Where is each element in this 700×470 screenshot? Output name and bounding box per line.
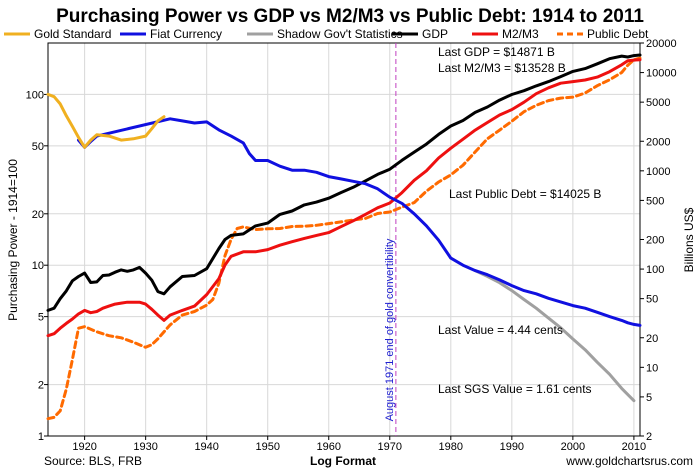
y-right-tick-label: 2000 <box>646 136 670 148</box>
x-tick-label: 2000 <box>561 441 585 453</box>
legend-label: Shadow Gov't Statistics <box>277 27 403 41</box>
annotation-label: Last Value = 4.44 cents <box>438 323 563 337</box>
chart-title: Purchasing Power vs GDP vs M2/M3 vs Publ… <box>56 6 644 27</box>
y-right-tick-label: 20000 <box>646 38 677 50</box>
legend-label: Fiat Currency <box>150 27 222 41</box>
x-axis-title: Log Format <box>310 454 376 468</box>
y-left-tick-label: 10 <box>32 260 44 272</box>
y-right-tick-label: 200 <box>646 235 664 247</box>
series-line-fiat-currency <box>77 117 642 327</box>
series-lines <box>46 53 642 421</box>
y-right-tick-label: 10000 <box>646 68 677 80</box>
legend-label: Gold Standard <box>34 27 111 41</box>
annotations: Last GDP = $14871 B Last M2/M3 = $13528 B… <box>438 45 601 396</box>
x-tick-label: 1980 <box>439 441 463 453</box>
y-left-tick-label: 20 <box>32 209 44 221</box>
y-right-tick-label: 500 <box>646 195 664 207</box>
legend-label: Public Debt <box>587 27 649 41</box>
x-tick-label: 1930 <box>133 441 157 453</box>
annotation-label: Last M2/M3 = $13528 B <box>438 61 566 75</box>
y-left-tick-label: 50 <box>32 141 44 153</box>
y-right-tick-label: 5000 <box>646 97 670 109</box>
y-axis-left-title: Purchasing Power - 1914=100 <box>6 159 20 321</box>
y-left-tick-label: 5 <box>38 312 44 324</box>
y-right-tick-label: 20 <box>646 333 658 345</box>
x-tick-label: 1950 <box>255 441 279 453</box>
legend-label: GDP <box>422 27 448 41</box>
y-axis-right-title: Billions US$ <box>682 207 696 272</box>
x-tick-label: 1920 <box>72 441 96 453</box>
gold-convertibility-marker: August 1971 end of gold convertibility <box>384 43 397 436</box>
legend-label: M2/M3 <box>502 27 539 41</box>
annotation-label: Last Public Debt = $14025 B <box>449 187 601 201</box>
site-credit: www.goldchartsrus.com <box>565 454 693 468</box>
legend: Gold Standard Fiat Currency Shadow Gov't S… <box>4 27 649 41</box>
series-line-public-debt <box>46 56 642 421</box>
gold-convertibility-label: August 1971 end of gold convertibility <box>384 238 396 421</box>
y-left-tick-label: 100 <box>26 89 44 101</box>
y-right-tick-label: 10 <box>646 362 658 374</box>
y-left-tick-label: 1 <box>38 431 44 443</box>
series-line-shadow-gov-t-statistics <box>473 269 636 403</box>
x-tick-label: 1960 <box>317 441 341 453</box>
source-note: Source: BLS, FRB <box>44 454 142 468</box>
x-tick-label: 2010 <box>622 441 646 453</box>
axis-ticks: 1 2 5 10 20 50 100 1920 1930 1940 1950 1960 1970 1980… <box>26 38 677 453</box>
y-left-tick-label: 2 <box>38 380 44 392</box>
y-right-tick-label: 1000 <box>646 166 670 178</box>
y-right-tick-label: 100 <box>646 264 664 276</box>
annotation-label: Last SGS Value = 1.61 cents <box>438 382 592 396</box>
y-right-tick-label: 50 <box>646 294 658 306</box>
series-line-m2-m3 <box>46 58 642 338</box>
annotation-label: Last GDP = $14871 B <box>438 45 555 59</box>
y-right-tick-label: 5 <box>646 392 652 404</box>
series-line-gold-standard <box>46 92 166 149</box>
y-right-tick-label: 2 <box>646 431 652 443</box>
series-line-gdp <box>46 53 642 312</box>
x-tick-label: 1990 <box>500 441 524 453</box>
x-tick-label: 1970 <box>378 441 402 453</box>
x-tick-label: 1940 <box>194 441 218 453</box>
